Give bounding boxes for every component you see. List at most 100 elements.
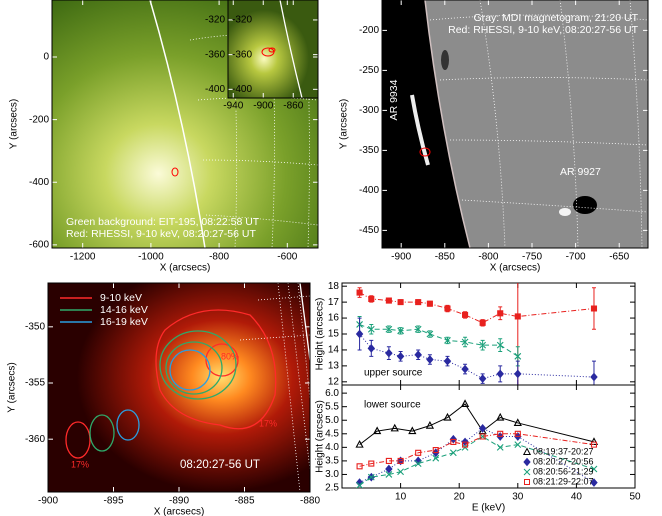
data-point [426,330,434,338]
data-point [367,343,376,353]
y-tick-label: 4.5 [325,428,339,439]
data-point [444,336,451,344]
x-tick-label: -900 [391,252,411,263]
data-point [397,299,404,306]
y-tick-label: -200 [359,25,379,36]
legend-marker [523,457,531,467]
legend-marker [523,468,531,476]
annotation: 17% [259,418,277,428]
annotation: Red: RHESSI, 9-10 keV, 08:20:27-56 UT [448,24,638,36]
data-point [356,481,363,488]
x-axis-label: X (arcsecs) [154,507,205,516]
data-point [396,351,405,361]
contour-image [48,282,311,493]
data-point [590,441,598,448]
x-tick-label: -800 [209,252,229,263]
inset-y-tick-label: -400 [232,84,252,95]
y-tick-label: -320 [205,15,225,26]
y-tick-label: -200 [29,114,49,125]
x-axis-label: E (keV) [472,503,505,514]
data-point [444,305,451,312]
data-point [514,441,522,449]
data-point [367,473,375,481]
data-point [497,430,504,437]
legend-label: 08:20:27-20:56 [533,456,594,466]
y-tick-label: 12 [328,376,340,387]
data-point [461,338,469,346]
y-axis-label: Y (arcsecs) [7,362,18,412]
data-point [426,355,434,364]
data-point [356,463,363,470]
data-point [496,443,504,451]
y-tick-label: 0 [43,52,49,63]
series-line [359,435,595,486]
data-point [514,352,522,360]
mdi-image [382,0,649,249]
data-point [414,460,422,467]
y-tick-label: 3.0 [325,469,339,480]
annotation: Red: RHESSI, 9-10 keV, 08:20:27-56 UT [66,228,256,240]
y-tick-label: -355 [25,378,45,389]
data-point [450,438,457,445]
plot-frame [381,0,649,249]
x-tick-label: -895 [103,496,123,507]
series-line [359,403,595,446]
data-point [415,299,422,306]
data-point [368,460,375,467]
data-point [397,468,404,476]
x-axis-label: X (arcsecs) [490,263,541,274]
data-point [479,433,486,440]
data-point [479,341,487,349]
x-tick-label: 20 [454,492,466,503]
x-tick-label: -750 [522,252,542,263]
data-point [385,325,393,333]
data-point [408,426,417,435]
data-point [385,464,393,474]
x-tick-label: 50 [629,492,641,503]
data-point [496,412,505,421]
data-point [426,300,433,307]
series-line [359,292,595,324]
x-tick-label: 10 [395,492,407,503]
y-tick-label: 5.0 [325,415,339,426]
y-tick-label: -360 [25,434,45,445]
y-axis-label: Height (arcsecs) [315,400,326,473]
inset-y-tick-label: -320 [232,15,252,26]
legend-marker [522,447,532,455]
annotation: Gray: MDI magnetogram, 21:20 UT [473,12,638,24]
annotation: AR 9934 [388,79,400,120]
data-point [397,327,404,335]
data-point [460,399,470,408]
annotation: AR 9927 [560,166,601,178]
data-point [385,348,393,358]
data-point [462,441,469,448]
y-tick-label: 6.0 [325,388,339,399]
data-point [414,350,422,360]
x-tick-label: -600 [277,252,297,263]
y-tick-label: 5.5 [325,401,339,412]
y-tick-label: -360 [205,49,225,60]
data-point [449,449,457,457]
inset-y-tick-label: -360 [232,49,252,60]
data-point [478,424,487,433]
data-point [367,325,375,333]
legend-label: 14-16 keV [100,304,148,316]
data-point [496,369,504,379]
data-point [590,478,598,487]
data-point [414,325,422,333]
data-point [356,289,363,296]
data-point [425,420,435,429]
y-axis-label: Height (arcsecs) [315,298,326,371]
data-point [432,454,440,462]
x-axis-label: X (arcsecs) [160,263,211,274]
plot-frame [341,384,636,489]
data-point [385,471,393,478]
x-tick-label: -700 [566,252,586,263]
y-tick-label: 3.5 [325,456,339,467]
data-point [443,412,452,421]
annotation: lower source [364,400,421,411]
x-tick-label: -650 [609,252,629,263]
x-tick-label: -880 [300,496,320,507]
x-tick-label: -900 [38,496,58,507]
y-tick-label: -600 [29,240,49,251]
